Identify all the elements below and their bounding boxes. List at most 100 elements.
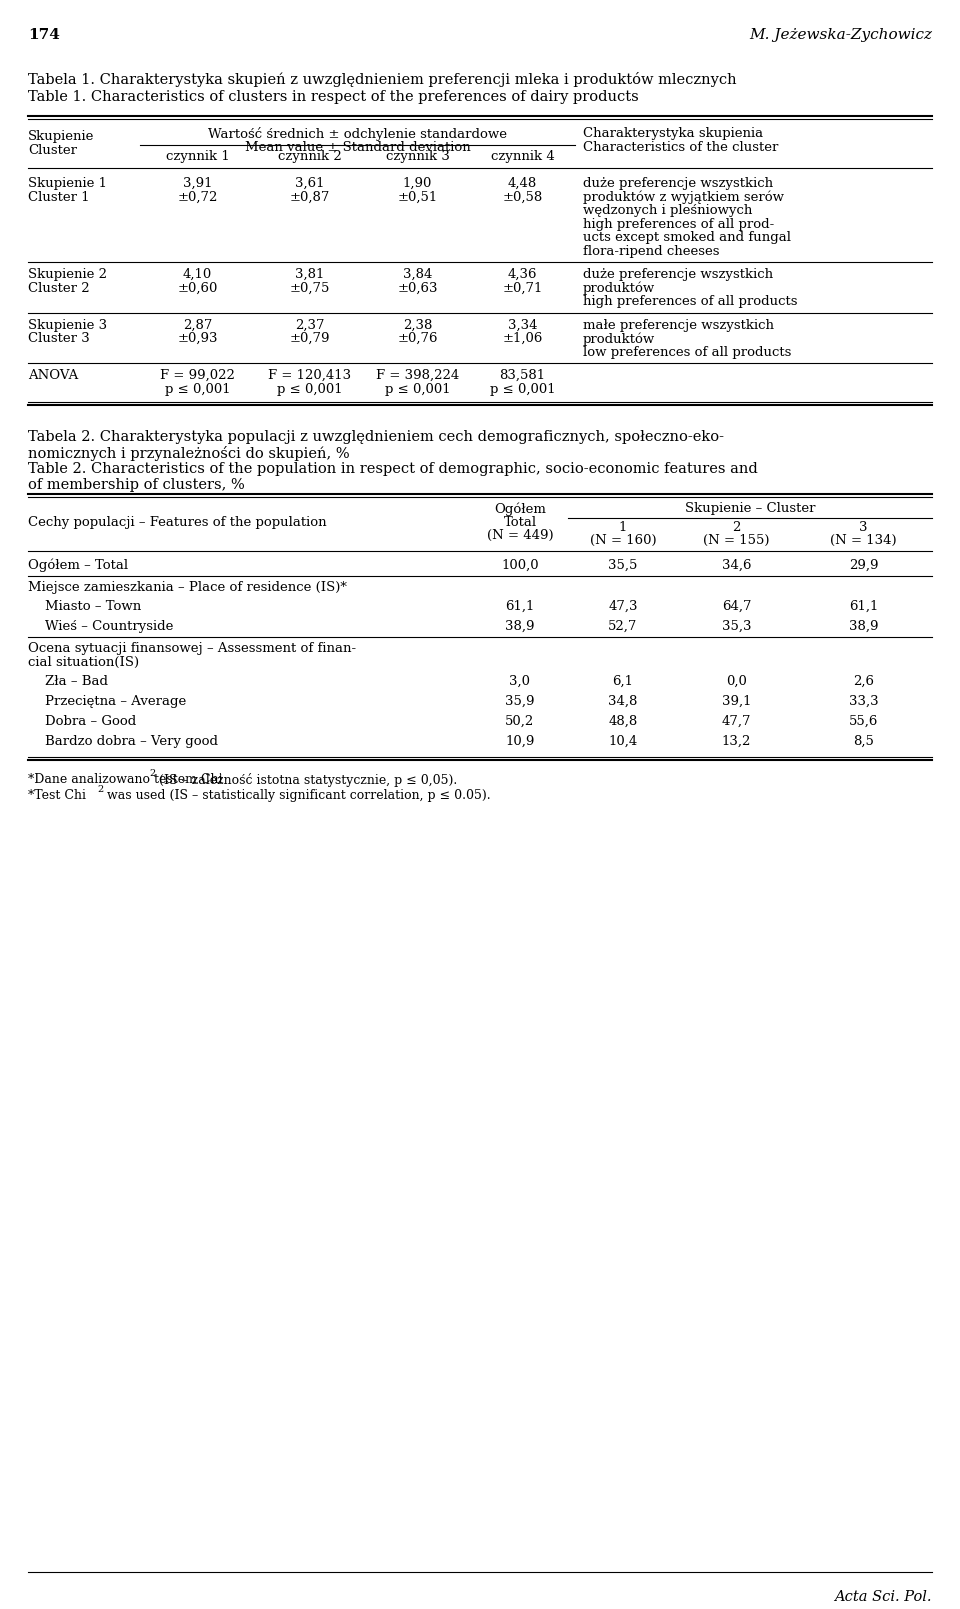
Text: 64,7: 64,7 [722,600,752,613]
Text: Tabela 1. Charakterystyka skupień z uwzględnieniem preferencji mleka i produktów: Tabela 1. Charakterystyka skupień z uwzg… [28,72,736,87]
Text: flora-ripend cheeses: flora-ripend cheeses [583,245,719,257]
Text: 33,3: 33,3 [849,695,878,708]
Text: 3,34: 3,34 [508,319,538,331]
Text: *Test Chi: *Test Chi [28,788,86,801]
Text: Tabela 2. Charakterystyka populacji z uwzględnieniem cech demograficznych, społe: Tabela 2. Charakterystyka populacji z uw… [28,430,724,444]
Text: Skupienie 3: Skupienie 3 [28,319,108,331]
Text: 100,0: 100,0 [501,558,539,571]
Text: high preferences of all prod-: high preferences of all prod- [583,217,775,230]
Text: 47,7: 47,7 [722,714,752,727]
Text: M. Jeżewska-Zychowicz: M. Jeżewska-Zychowicz [749,27,932,42]
Text: ±0,58: ±0,58 [502,190,542,203]
Text: ±0,76: ±0,76 [397,331,438,344]
Text: Total: Total [503,515,537,528]
Text: Miasto – Town: Miasto – Town [28,600,141,613]
Text: 8,5: 8,5 [853,735,874,748]
Text: duże preferencje wszystkich: duże preferencje wszystkich [583,269,773,282]
Text: Wartość średnich ± odchylenie standardowe: Wartość średnich ± odchylenie standardow… [208,127,507,142]
Text: Cluster 3: Cluster 3 [28,331,89,344]
Text: 2: 2 [97,785,104,793]
Text: F = 398,224: F = 398,224 [376,368,459,381]
Text: (N = 449): (N = 449) [487,529,553,542]
Text: 2,37: 2,37 [296,319,324,331]
Text: 48,8: 48,8 [609,714,637,727]
Text: ±1,06: ±1,06 [502,331,542,344]
Text: 83,581: 83,581 [499,368,545,381]
Text: Bardzo dobra – Very good: Bardzo dobra – Very good [28,735,218,748]
Text: czynnik 2: czynnik 2 [278,150,342,163]
Text: 1: 1 [619,520,627,534]
Text: Cluster 1: Cluster 1 [28,190,89,203]
Text: 2,87: 2,87 [182,319,212,331]
Text: p ≤ 0,001: p ≤ 0,001 [490,383,555,396]
Text: 39,1: 39,1 [722,695,752,708]
Text: produktów: produktów [583,331,656,346]
Text: czynnik 1: czynnik 1 [166,150,229,163]
Text: wędzonych i pleśniowych: wędzonych i pleśniowych [583,204,753,217]
Text: ±0,60: ±0,60 [178,282,218,294]
Text: ucts except smoked and fungal: ucts except smoked and fungal [583,232,791,245]
Text: 1,90: 1,90 [403,177,432,190]
Text: ±0,72: ±0,72 [178,190,218,203]
Text: low preferences of all products: low preferences of all products [583,346,791,359]
Text: Skupienie – Cluster: Skupienie – Cluster [684,502,815,515]
Text: Cluster 2: Cluster 2 [28,282,89,294]
Text: 50,2: 50,2 [505,714,535,727]
Text: Mean value ± Standard deviation: Mean value ± Standard deviation [245,140,470,153]
Text: ±0,63: ±0,63 [397,282,438,294]
Text: (IS – zależność istotna statystycznie, p ≤ 0,05).: (IS – zależność istotna statystycznie, p… [155,772,457,787]
Text: Table 2. Characteristics of the population in respect of demographic, socio-econ: Table 2. Characteristics of the populati… [28,462,757,476]
Text: 3: 3 [859,520,868,534]
Text: was used (IS – statistically significant correlation, p ≤ 0.05).: was used (IS – statistically significant… [103,788,491,801]
Text: małe preferencje wszystkich: małe preferencje wszystkich [583,319,774,331]
Text: Table 1. Characteristics of clusters in respect of the preferences of dairy prod: Table 1. Characteristics of clusters in … [28,90,638,105]
Text: F = 99,022: F = 99,022 [160,368,235,381]
Text: (N = 155): (N = 155) [704,534,770,547]
Text: Skupienie: Skupienie [28,130,94,143]
Text: Cechy populacji – Features of the population: Cechy populacji – Features of the popula… [28,515,326,528]
Text: 61,1: 61,1 [849,600,878,613]
Text: 10,4: 10,4 [609,735,637,748]
Text: 47,3: 47,3 [609,600,637,613]
Text: 0,0: 0,0 [726,676,747,689]
Text: Wieś – Countryside: Wieś – Countryside [28,619,174,632]
Text: 6,1: 6,1 [612,676,634,689]
Text: Cluster: Cluster [28,143,77,156]
Text: 38,9: 38,9 [849,619,878,632]
Text: ±0,87: ±0,87 [290,190,330,203]
Text: ±0,79: ±0,79 [290,331,330,344]
Text: Skupienie 2: Skupienie 2 [28,269,107,282]
Text: 3,84: 3,84 [403,269,432,282]
Text: 3,81: 3,81 [296,269,324,282]
Text: cial situation(IS): cial situation(IS) [28,655,139,668]
Text: (N = 134): (N = 134) [830,534,897,547]
Text: 35,9: 35,9 [505,695,535,708]
Text: *Dane analizowano testem Chi: *Dane analizowano testem Chi [28,772,223,787]
Text: 4,10: 4,10 [182,269,212,282]
Text: Ogółem: Ogółem [494,502,546,515]
Text: 3,61: 3,61 [296,177,324,190]
Text: 4,48: 4,48 [508,177,538,190]
Text: p ≤ 0,001: p ≤ 0,001 [277,383,343,396]
Text: Characteristics of the cluster: Characteristics of the cluster [583,140,779,153]
Text: 10,9: 10,9 [505,735,535,748]
Text: 52,7: 52,7 [609,619,637,632]
Text: Ogółem – Total: Ogółem – Total [28,558,128,573]
Text: produktów z wyjątkiem serów: produktów z wyjątkiem serów [583,190,784,204]
Text: Zła – Bad: Zła – Bad [28,676,108,689]
Text: 38,9: 38,9 [505,619,535,632]
Text: Dobra – Good: Dobra – Good [28,714,136,727]
Text: F = 120,413: F = 120,413 [269,368,351,381]
Text: 174: 174 [28,27,60,42]
Text: 13,2: 13,2 [722,735,751,748]
Text: czynnik 4: czynnik 4 [491,150,554,163]
Text: 34,8: 34,8 [609,695,637,708]
Text: Przeciętna – Average: Przeciętna – Average [28,695,186,708]
Text: 55,6: 55,6 [849,714,878,727]
Text: (N = 160): (N = 160) [589,534,657,547]
Text: 4,36: 4,36 [508,269,538,282]
Text: 2,38: 2,38 [403,319,432,331]
Text: Miejsce zamieszkania – Place of residence (IS)*: Miejsce zamieszkania – Place of residenc… [28,581,347,594]
Text: 61,1: 61,1 [505,600,535,613]
Text: ±0,75: ±0,75 [290,282,330,294]
